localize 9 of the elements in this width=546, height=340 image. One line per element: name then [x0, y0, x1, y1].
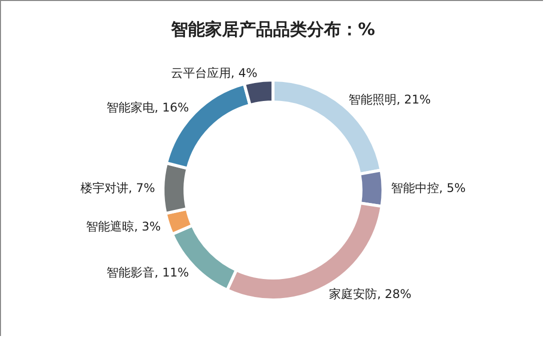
slice-label: 家庭安防, 28%	[329, 286, 412, 301]
slice-label: 智能中控, 5%	[390, 181, 466, 196]
slice-label: 智能遮晾, 3%	[86, 219, 161, 234]
slice-label: 楼宇对讲, 7%	[80, 181, 156, 196]
chart-title: 智能家居产品品类分布：%	[170, 20, 376, 40]
slice-label: 智能影音, 11%	[106, 266, 189, 280]
slice-label: 云平台应用, 4%	[170, 66, 258, 80]
slice-label: 智能家电, 16%	[106, 100, 189, 114]
slice-label: 智能照明, 21%	[348, 92, 431, 106]
